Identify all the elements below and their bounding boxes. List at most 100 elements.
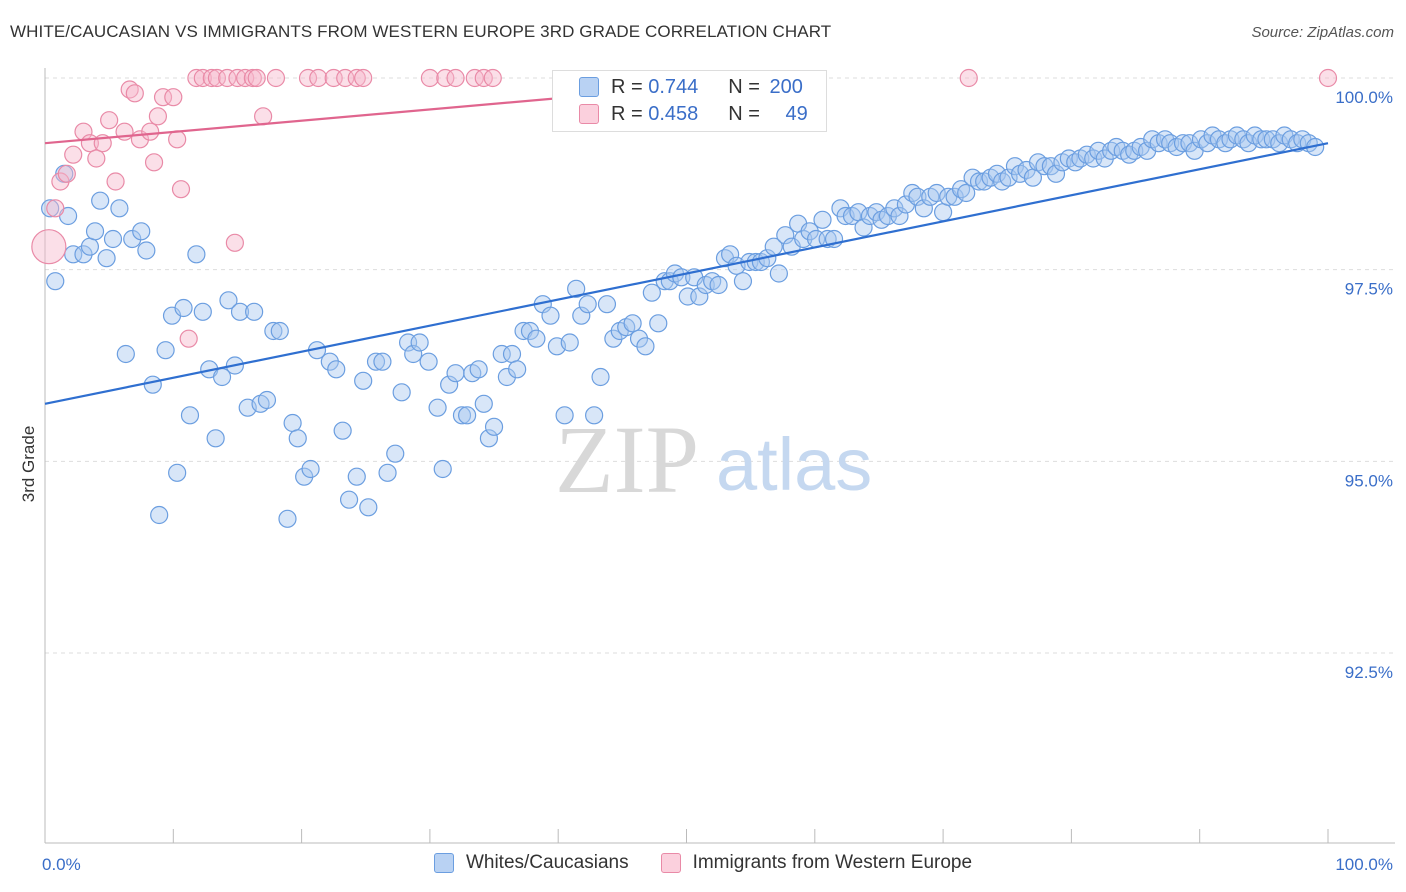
whites-point — [230, 302, 250, 321]
immigrants-point — [420, 68, 439, 88]
legend-swatch-blue — [579, 77, 599, 97]
whites-point — [527, 329, 546, 348]
immigrants-point — [46, 199, 65, 218]
whites-point — [174, 298, 193, 318]
legend-r-value: 0.744 — [648, 75, 699, 98]
whites-point — [999, 168, 1018, 187]
whites-point — [180, 406, 200, 425]
immigrants-point — [141, 122, 160, 141]
series-whites-points — [41, 126, 1325, 528]
immigrants-point — [125, 84, 144, 103]
immigrants-point — [243, 68, 262, 88]
immigrants-point — [959, 68, 978, 88]
immigrants-point — [446, 68, 465, 88]
whites-point — [366, 352, 386, 371]
whites-point — [908, 187, 927, 206]
tick-labels: 100.0% 97.5% 95.0% 92.5% 0.0% 100.0% — [42, 88, 1393, 874]
legend-r-label: R = — [611, 102, 649, 125]
whites-point — [419, 352, 438, 371]
whites-point — [484, 417, 504, 436]
legend-n-value: 200 — [769, 75, 803, 98]
whites-point — [354, 371, 373, 390]
immigrants-point — [254, 107, 273, 126]
whites-point — [85, 222, 105, 241]
whites-point — [91, 191, 110, 210]
legend-n-label: N = — [728, 75, 766, 98]
whites-point — [116, 344, 135, 364]
x-tick-label: 0.0% — [42, 855, 81, 874]
legend-n-value: 49 — [785, 102, 808, 125]
immigrants-point — [179, 329, 198, 348]
whites-point — [327, 360, 346, 379]
grid-lines — [45, 77, 1395, 654]
immigrants-point — [144, 153, 164, 172]
whites-point — [410, 333, 429, 352]
whites-point — [721, 245, 740, 264]
immigrants-point — [164, 88, 183, 107]
whites-point — [97, 249, 116, 268]
bottom-legend-label: Immigrants from Western Europe — [692, 852, 973, 873]
whites-point — [264, 321, 283, 341]
whites-point — [555, 406, 574, 425]
immigrants-point — [100, 111, 119, 130]
whites-point — [709, 275, 728, 295]
immigrants-point — [218, 68, 237, 88]
whites-point — [143, 375, 162, 394]
whites-point — [636, 337, 655, 356]
whites-point — [502, 344, 522, 364]
whites-point — [187, 245, 206, 264]
bottom-legend: Whites/Caucasians Immigrants from Wester… — [0, 852, 1406, 874]
whites-point — [492, 344, 511, 364]
whites-point — [41, 199, 60, 218]
whites-point — [452, 406, 472, 425]
whites-point — [690, 287, 709, 306]
whites-point — [64, 245, 83, 264]
legend-r-value: 0.458 — [648, 102, 699, 125]
whites-point — [597, 295, 617, 314]
whites-point — [46, 272, 65, 291]
whites-point — [373, 352, 392, 371]
bottom-legend-whites: Whites/Caucasians — [433, 852, 629, 874]
whites-point — [497, 367, 516, 387]
y-tick-label: 100.0% — [1335, 88, 1393, 107]
immigrants-point — [87, 149, 106, 168]
whites-point — [446, 364, 465, 383]
immigrants-point — [483, 68, 502, 88]
whites-point — [933, 203, 953, 222]
whites-point — [110, 199, 129, 218]
whites-point — [103, 229, 123, 249]
immigrants-point — [106, 172, 125, 191]
whites-point — [474, 394, 493, 413]
whites-point — [927, 183, 946, 203]
whites-point — [733, 272, 753, 291]
whites-point — [339, 490, 359, 509]
whites-point — [193, 302, 212, 321]
legend-swatch-pink — [579, 104, 599, 124]
immigrants-point — [64, 145, 83, 164]
whites-point — [206, 429, 225, 448]
whites-point — [508, 360, 527, 379]
whites-point — [440, 375, 459, 394]
immigrants-point — [207, 68, 227, 88]
whites-point — [428, 398, 447, 417]
watermark-atlas: atlas — [716, 423, 872, 506]
whites-point — [333, 421, 352, 440]
whites-point — [386, 444, 405, 463]
y-tick-label: 92.5% — [1345, 663, 1393, 682]
whites-point — [642, 283, 661, 302]
watermark: ZIP atlas — [555, 406, 872, 513]
whites-point — [572, 306, 591, 325]
whites-point — [257, 390, 277, 410]
whites-point — [150, 505, 169, 525]
whites-point — [560, 333, 579, 352]
immigrants-point — [436, 68, 455, 88]
whites-point — [957, 183, 976, 203]
x-tick-label: 100.0% — [1335, 855, 1393, 874]
series-immigrants-points — [31, 68, 1338, 348]
whites-point — [404, 344, 423, 364]
immigrants-point — [225, 233, 244, 252]
whites-point — [458, 406, 477, 425]
whites-point — [623, 314, 642, 333]
immigrants-point — [57, 164, 76, 183]
